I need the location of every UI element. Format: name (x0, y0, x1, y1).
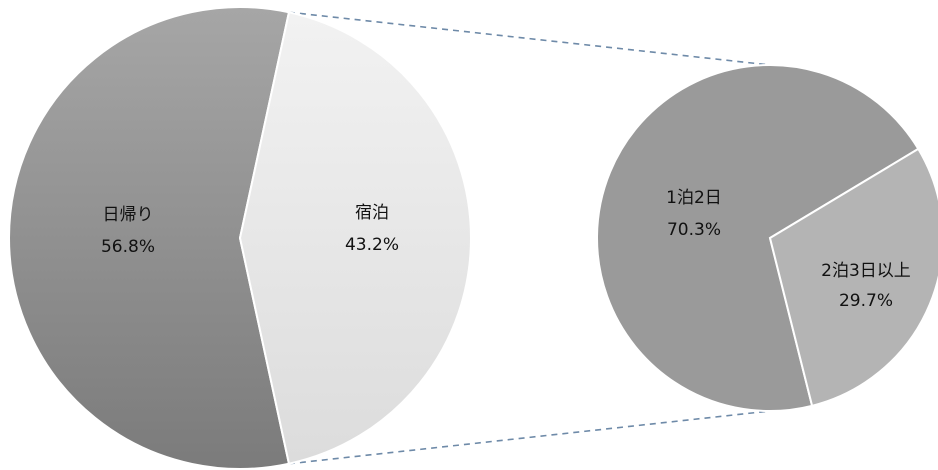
main-pie: 日帰り 56.8% 宿泊 43.2% (8, 6, 473, 470)
label-1-night-2-days: 1泊2日 (666, 188, 722, 208)
value-overnight: 43.2% (345, 235, 399, 255)
connector-line-bottom (288, 410, 771, 465)
slice-overnight (238, 11, 473, 465)
label-overnight: 宿泊 (355, 203, 389, 223)
secondary-pie: 1泊2日 70.3% 2泊3日以上 29.7% (596, 64, 938, 412)
slice-2-nights-3-days-or-more (768, 147, 938, 408)
label-day-trip: 日帰り (103, 205, 154, 225)
value-1-night-2-days: 70.3% (667, 220, 721, 240)
slice-day-trip (8, 6, 291, 470)
label-2-nights-3-days-or-more: 2泊3日以上 (821, 261, 911, 281)
connector-line-top (288, 11, 771, 66)
value-2-nights-3-days-or-more: 29.7% (839, 291, 893, 311)
slice-1-night-2-days (596, 64, 920, 412)
value-day-trip: 56.8% (101, 237, 155, 257)
